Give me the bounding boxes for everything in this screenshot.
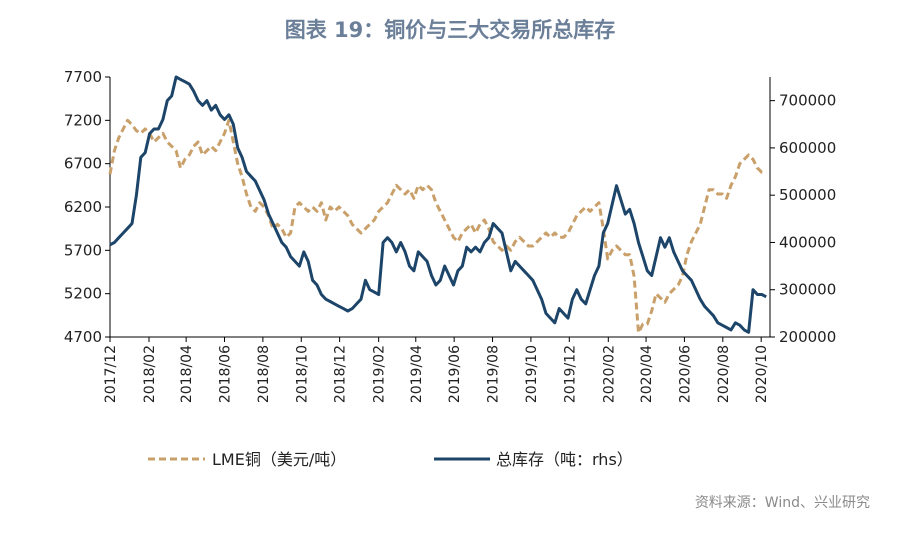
legend-label-lme-copper: LME铜（美元/吨） <box>212 450 346 469</box>
x-axis-tick-label: 2018/02 <box>142 345 158 403</box>
axes: 4700 5200 5700 6200 6700 7200 7700 200000 300000… <box>64 68 836 403</box>
x-axis-tick-label: 2019/12 <box>562 345 578 403</box>
right-axis-tick-label: 300000 <box>779 281 836 299</box>
x-axis-tick-label: 2018/10 <box>294 345 310 403</box>
x-axis-tick-label: 2019/10 <box>524 345 540 403</box>
legend-label-total-inventory: 总库存（吨：rhs） <box>496 450 633 469</box>
chart-title: 图表 19：铜价与三大交易所总库存 <box>284 18 616 42</box>
right-axis-tick-label: 700000 <box>779 92 836 110</box>
left-axis-tick-label: 7700 <box>64 68 102 86</box>
right-axis-tick-label: 200000 <box>779 328 836 346</box>
x-axis-tick-label: 2020/02 <box>601 345 617 403</box>
x-axis-tick-label: 2019/02 <box>372 345 388 403</box>
x-axis-tick-label: 2020/04 <box>639 345 655 403</box>
left-axis-tick-label: 5200 <box>64 285 102 303</box>
left-axis-tick-label: 6700 <box>64 155 102 173</box>
left-axis-tick-label: 4700 <box>64 328 102 346</box>
series-lines <box>108 75 767 335</box>
right-axis-tick-label: 600000 <box>779 139 836 157</box>
x-axis-tick-label: 2017/12 <box>103 345 119 403</box>
series-line-lme-copper <box>108 118 767 335</box>
legend: LME铜（美元/吨） 总库存（吨：rhs） <box>148 450 633 469</box>
source-note: 资料来源：Wind、兴业研究 <box>694 495 870 511</box>
x-axis-tick-label: 2020/06 <box>677 345 693 403</box>
right-axis-tick-label: 500000 <box>779 186 836 204</box>
x-axis-tick-label: 2019/08 <box>486 345 502 403</box>
x-axis-tick-label: 2019/06 <box>447 345 463 403</box>
x-axis-tick-label: 2018/06 <box>218 345 234 403</box>
x-axis-tick-label: 2018/12 <box>333 345 349 403</box>
series-line-total-inventory <box>109 75 767 334</box>
right-axis-tick-label: 400000 <box>779 233 836 251</box>
left-axis-tick-label: 7200 <box>64 111 102 129</box>
x-axis-tick-label: 2020/10 <box>754 345 770 403</box>
x-axis-tick-label: 2018/08 <box>256 345 272 403</box>
left-axis-tick-label: 6200 <box>64 198 102 216</box>
left-axis-tick-label: 5700 <box>64 241 102 259</box>
x-axis-tick-label: 2018/04 <box>179 345 195 403</box>
x-axis-tick-label: 2020/08 <box>716 345 732 403</box>
x-axis-tick-label: 2019/04 <box>409 345 425 403</box>
